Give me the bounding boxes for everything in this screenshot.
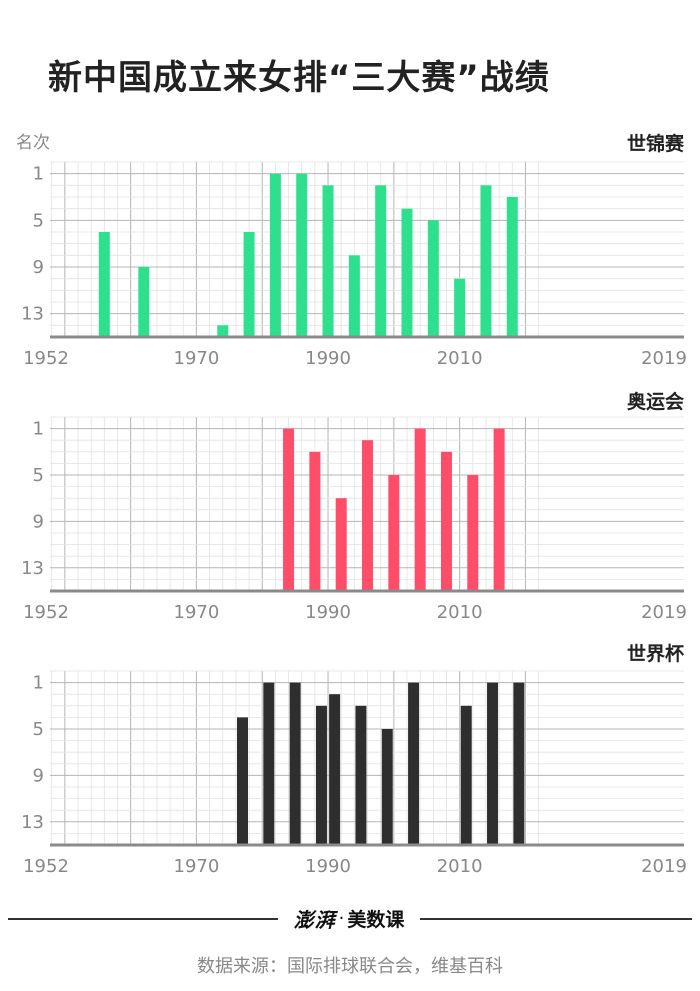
- bar-1999: [381, 729, 393, 845]
- bar-1998: [375, 185, 387, 337]
- bar-1990: [322, 185, 334, 337]
- chart-title: 新中国成立来女排“三大赛”战绩: [48, 58, 550, 98]
- y-tick-label: 1: [33, 164, 44, 185]
- bar-1994: [348, 255, 360, 337]
- panel-title: 世锦赛: [627, 132, 685, 155]
- bar-2014: [480, 185, 492, 337]
- bar-2010: [454, 278, 466, 337]
- bar-1981: [263, 682, 275, 845]
- bar-2018: [506, 197, 518, 337]
- panel-title: 世界杯: [627, 642, 684, 665]
- x-tick-label: 2010: [437, 348, 483, 369]
- bar-2004: [414, 428, 426, 591]
- y-axis-unit-label: 名次: [16, 133, 50, 153]
- bar-1962: [138, 267, 150, 337]
- bar-1974: [217, 325, 229, 337]
- bar-1978: [243, 232, 255, 337]
- plot-area: [50, 671, 684, 845]
- x-tick-label: 1970: [174, 348, 220, 369]
- x-tick-label: 2010: [437, 602, 483, 623]
- logo-separator: ·: [338, 907, 345, 929]
- bar-1986: [296, 173, 308, 337]
- x-tick-label: 1952: [23, 856, 69, 877]
- bar-2008: [440, 451, 452, 591]
- panel-3: 世界杯 1 5 9 13 1952 1970 1990 2010 2019: [21, 642, 687, 877]
- y-tick-label: 9: [33, 765, 44, 786]
- bar-1996: [362, 440, 374, 591]
- brand-logo: 澎湃 · 美数课: [278, 902, 420, 934]
- x-tick-label: 2019: [641, 348, 687, 369]
- y-tick-label: 5: [33, 465, 44, 486]
- bar-2019: [513, 682, 525, 845]
- bar-1977: [237, 717, 248, 845]
- x-tick-label: 1990: [305, 602, 351, 623]
- y-tick-label: 5: [33, 719, 44, 740]
- bar-1989: [315, 705, 327, 845]
- x-tick-label: 1952: [23, 348, 69, 369]
- bar-1982: [269, 173, 281, 337]
- x-tick-label: 2019: [641, 602, 687, 623]
- bar-1988: [309, 451, 321, 591]
- x-tick-label: 1990: [305, 856, 351, 877]
- footer-divider-left: [8, 918, 278, 920]
- panel-title: 奥运会: [627, 390, 684, 413]
- bar-1984: [283, 428, 295, 591]
- bar-1985: [289, 682, 301, 845]
- y-tick-label: 13: [21, 558, 44, 579]
- bar-2011: [460, 705, 472, 845]
- panel-1: 世锦赛 1 5 9 13 1952 1970 1990 2010 2019: [21, 132, 687, 369]
- logo-text: 美数课: [347, 908, 405, 931]
- panel-2: 奥运会 1 5 9 13 1952 1970 1990 2010 2019: [21, 390, 687, 623]
- y-tick-label: 5: [33, 210, 44, 231]
- bar-1995: [355, 705, 367, 845]
- bar-1991: [329, 694, 341, 845]
- bar-2002: [401, 208, 413, 337]
- bar-2003: [408, 682, 420, 845]
- plot-area: [50, 162, 684, 337]
- y-tick-label: 1: [33, 673, 44, 694]
- y-tick-label: 13: [21, 304, 44, 325]
- y-tick-label: 9: [33, 257, 44, 278]
- x-tick-label: 1970: [174, 602, 220, 623]
- x-tick-label: 1970: [174, 856, 220, 877]
- logo-mark: 澎湃: [293, 907, 336, 932]
- bar-2006: [427, 220, 439, 337]
- y-tick-label: 9: [33, 511, 44, 532]
- bar-2012: [467, 475, 479, 591]
- y-tick-label: 13: [21, 812, 44, 833]
- bar-1992: [335, 498, 347, 591]
- x-tick-label: 1952: [23, 602, 69, 623]
- x-tick-label: 2019: [641, 856, 687, 877]
- bar-2016: [493, 428, 505, 591]
- bar-2000: [388, 475, 400, 591]
- x-tick-label: 1990: [305, 348, 351, 369]
- bar-1956: [98, 232, 110, 337]
- footer-divider-right: [420, 918, 692, 920]
- x-tick-label: 2010: [437, 856, 483, 877]
- bar-2015: [487, 682, 499, 845]
- data-source-note: 数据来源：国际排球联合会，维基百科: [197, 956, 503, 977]
- y-tick-label: 1: [33, 419, 44, 440]
